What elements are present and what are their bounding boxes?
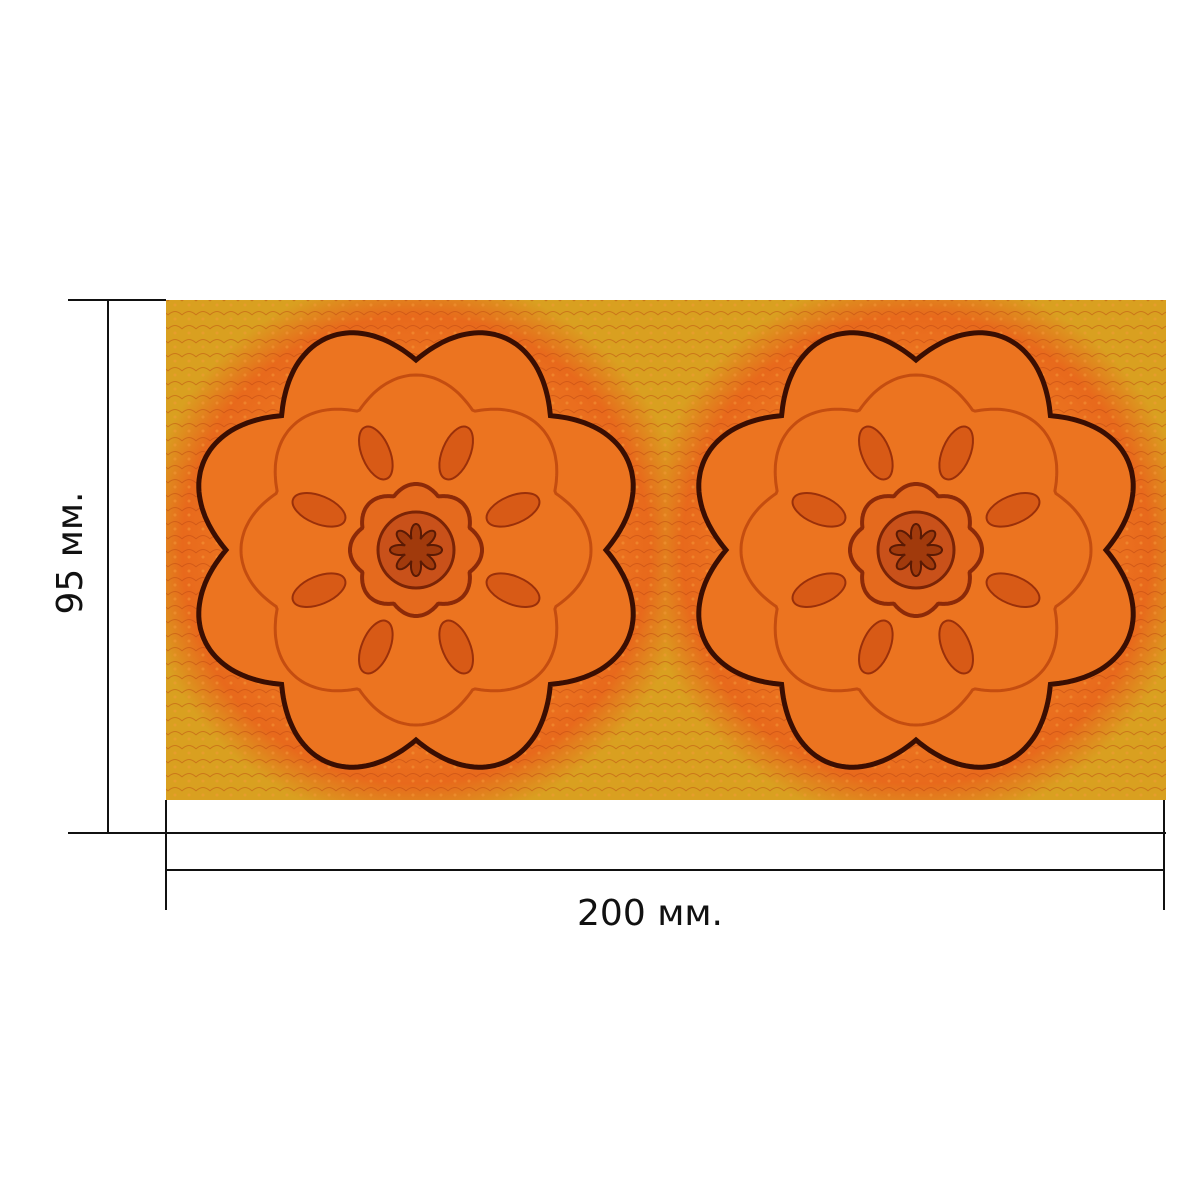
petal — [438, 619, 474, 675]
petal — [938, 425, 974, 481]
petal — [985, 492, 1041, 528]
petal — [358, 619, 394, 675]
petal — [985, 572, 1041, 608]
petal — [791, 572, 847, 608]
petal — [291, 492, 347, 528]
petal — [938, 619, 974, 675]
rosette-ring — [239, 373, 593, 727]
pattern-image — [166, 300, 1166, 800]
width-label: 200 мм. — [577, 893, 723, 934]
center-star — [389, 523, 443, 577]
petal — [858, 619, 894, 675]
petal — [485, 492, 541, 528]
petal — [291, 572, 347, 608]
height-label: 95 мм. — [50, 491, 91, 614]
center-star — [889, 523, 943, 577]
petal — [858, 425, 894, 481]
rosette-ring — [739, 373, 1093, 727]
petal — [438, 425, 474, 481]
petal — [358, 425, 394, 481]
petal — [485, 572, 541, 608]
petal — [791, 492, 847, 528]
